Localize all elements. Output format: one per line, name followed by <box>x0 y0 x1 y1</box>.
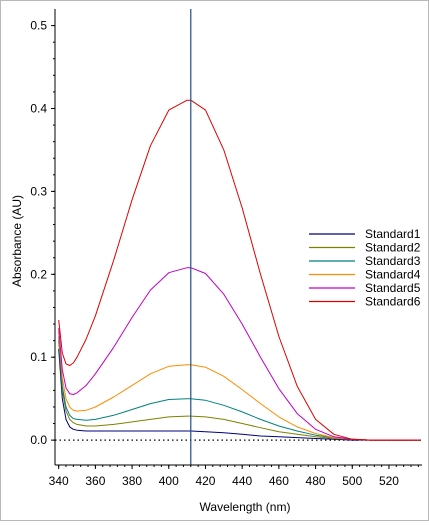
legend-label-1: Standard1 <box>365 227 421 241</box>
y-tick-label: 0.4 <box>30 101 47 115</box>
legend-label-6: Standard6 <box>365 295 421 309</box>
y-tick-label: 0.5 <box>30 19 47 33</box>
x-tick-label: 480 <box>306 474 326 488</box>
x-tick-label: 440 <box>232 474 252 488</box>
x-tick-label: 420 <box>195 474 215 488</box>
x-axis-label: Wavelength (nm) <box>200 500 291 514</box>
x-tick-label: 400 <box>159 474 179 488</box>
x-tick-label: 340 <box>49 474 69 488</box>
y-tick-label: 0.2 <box>30 267 47 281</box>
legend-label-5: Standard5 <box>365 281 421 295</box>
x-tick-label: 460 <box>269 474 289 488</box>
x-tick-label: 500 <box>342 474 362 488</box>
x-tick-label: 380 <box>122 474 142 488</box>
x-tick-label: 520 <box>379 474 399 488</box>
x-tick-label: 360 <box>85 474 105 488</box>
y-tick-label: 0.1 <box>30 350 47 364</box>
y-tick-label: 0.0 <box>30 433 47 447</box>
legend-label-4: Standard4 <box>365 268 421 282</box>
series-line-1 <box>58 348 421 441</box>
y-tick-label: 0.3 <box>30 184 47 198</box>
legend-label-3: Standard3 <box>365 254 421 268</box>
y-axis-label: Absorbance (AU) <box>10 195 24 287</box>
legend-label-2: Standard2 <box>365 241 421 255</box>
axes: 0.0 0.1 0.2 0.3 0.4 0.5 340 360 380 400 420 440 460 4… <box>30 9 422 488</box>
legend: Standard1Standard2Standard3Standard4Stan… <box>309 227 421 309</box>
plot-area <box>55 9 422 465</box>
series-line-2 <box>58 340 421 441</box>
